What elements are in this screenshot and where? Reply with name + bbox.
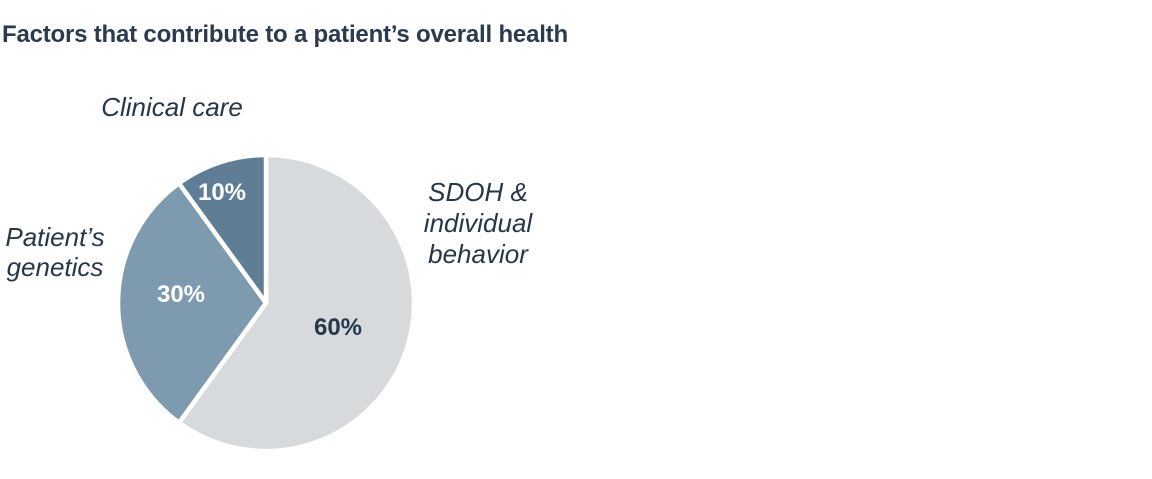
slice-label-clinical-care: Clinical care: [101, 92, 243, 122]
chart-title: Factors that contribute to a patient’s o…: [2, 21, 568, 48]
slice-label-patients-genetics: Patient’s genetics: [5, 222, 105, 282]
pct-value-patients-genetics: 30%: [156, 281, 206, 308]
slice-label-sdoh-individual-behavior: SDOH & individual behavior: [423, 177, 533, 269]
pie-slice-patient-s-genetics: [115, 181, 269, 425]
pct-value-clinical-care: 10%: [197, 179, 247, 206]
pct-value-sdoh-individual-behavior: 60%: [313, 314, 363, 341]
pie-slice-clinical-care: [176, 152, 269, 306]
pie-slice-sdoh-individual-behavior: [176, 152, 417, 454]
